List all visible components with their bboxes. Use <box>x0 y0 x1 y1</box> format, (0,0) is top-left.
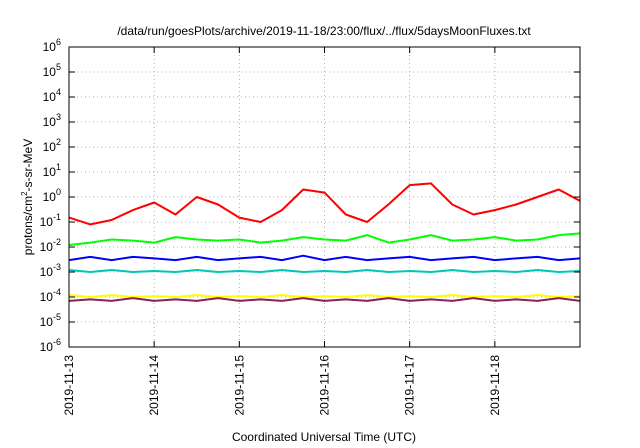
y-tick-exp: 3 <box>56 112 61 122</box>
series-line-3 <box>68 254 581 262</box>
x-axis-label: Coordinated Universal Time (UTC) <box>232 430 416 444</box>
y-tick-base: 10 <box>43 140 57 154</box>
x-axis-ticks: 2019-11-13 2019-11-14 2019-11-15 2019-11-16… <box>62 47 502 416</box>
y-tick-label: 105 <box>43 62 61 79</box>
x-tick-label: 2019-11-14 <box>147 355 161 416</box>
y-tick-exp: -2 <box>53 237 61 247</box>
y-tick-exp: -3 <box>53 262 61 272</box>
y-tick-base: 10 <box>43 115 57 129</box>
y-axis-ticks: 10-610-510-410-310-210-11001011021031041… <box>40 37 580 354</box>
y-axis-label-pre: protons/cm <box>21 196 35 255</box>
y-tick-base: 10 <box>40 215 54 229</box>
y-tick-label: 10-6 <box>40 337 61 354</box>
series-line-5 <box>68 294 581 298</box>
x-tick-label: 2019-11-18 <box>488 355 502 416</box>
data-series <box>68 182 581 302</box>
y-tick-exp: 5 <box>56 62 61 72</box>
y-tick-label: 10-1 <box>40 212 61 229</box>
y-axis-label: protons/cm2-s-sr-MeV <box>20 139 35 255</box>
y-tick-base: 10 <box>43 165 57 179</box>
series-line-4 <box>68 269 581 273</box>
y-tick-label: 10-3 <box>40 262 61 279</box>
y-tick-exp: -4 <box>53 287 61 297</box>
y-tick-base: 10 <box>40 315 54 329</box>
series-line-6 <box>68 297 581 302</box>
x-tick-label: 2019-11-13 <box>62 355 76 416</box>
y-tick-exp: 0 <box>56 187 61 197</box>
y-tick-label: 100 <box>43 187 61 204</box>
y-tick-label: 10-2 <box>40 237 61 254</box>
y-tick-base: 10 <box>40 340 54 354</box>
y-axis-label-post: -s-sr-MeV <box>21 139 35 192</box>
y-tick-base: 10 <box>43 190 57 204</box>
y-tick-base: 10 <box>43 90 57 104</box>
x-tick-label: 2019-11-17 <box>403 355 417 416</box>
y-tick-exp: 2 <box>56 137 61 147</box>
grid-lines <box>69 47 580 347</box>
y-tick-label: 101 <box>43 162 61 179</box>
y-tick-exp: 6 <box>56 37 61 47</box>
y-tick-base: 10 <box>40 240 54 254</box>
y-tick-base: 10 <box>43 65 57 79</box>
y-axis-label-sup: 2 <box>20 191 29 196</box>
y-tick-exp: -5 <box>53 312 61 322</box>
y-tick-base: 10 <box>43 40 57 54</box>
y-tick-exp: 4 <box>56 87 61 97</box>
y-tick-label: 103 <box>43 112 61 129</box>
x-tick-label: 2019-11-15 <box>232 355 246 416</box>
x-tick-label: 2019-11-16 <box>318 355 332 416</box>
y-tick-base: 10 <box>40 290 54 304</box>
series-line-1 <box>68 182 581 226</box>
y-tick-base: 10 <box>40 265 54 279</box>
y-tick-label: 102 <box>43 137 61 154</box>
y-tick-exp: 1 <box>56 162 61 172</box>
y-tick-label: 10-5 <box>40 312 61 329</box>
chart-title: /data/run/goesPlots/archive/2019-11-18/2… <box>117 24 531 38</box>
y-tick-label: 10-4 <box>40 287 61 304</box>
y-tick-exp: -1 <box>53 212 61 222</box>
y-tick-exp: -6 <box>53 337 61 347</box>
y-tick-label: 104 <box>43 87 61 104</box>
y-tick-label: 106 <box>43 37 61 54</box>
series-line-2 <box>68 232 581 246</box>
